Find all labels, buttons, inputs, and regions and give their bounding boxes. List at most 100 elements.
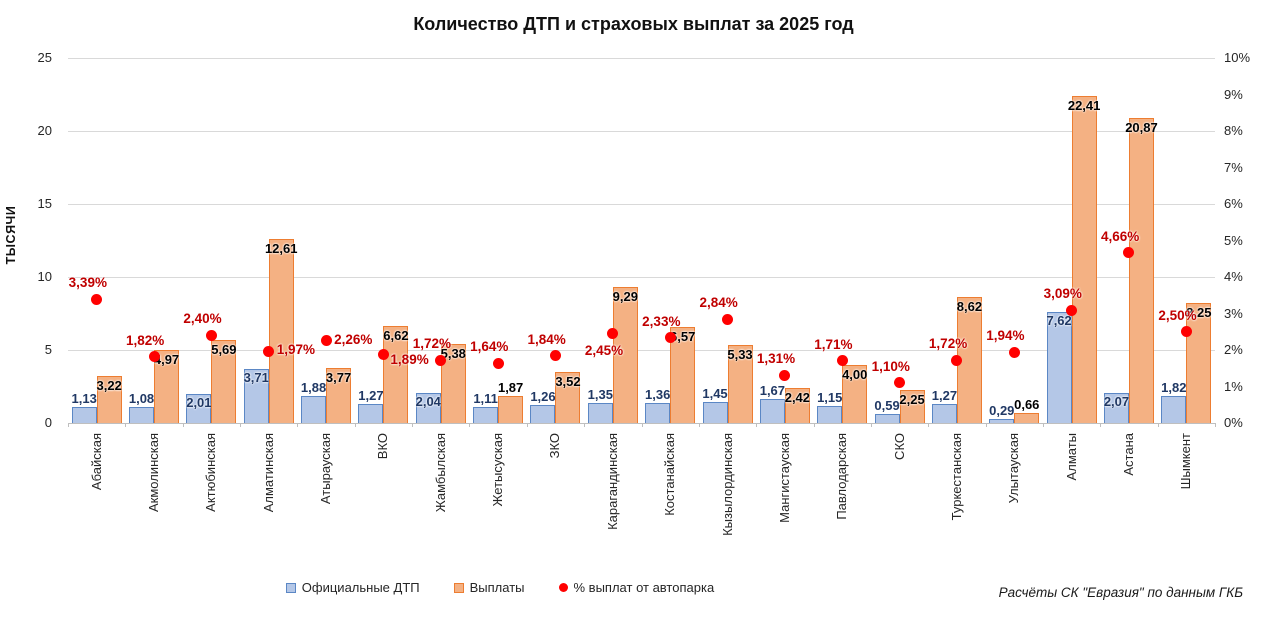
payout-value-label: 5,33 [727,347,753,363]
dtp-value-label: 1,26 [530,388,556,404]
x-axis-tick [928,423,930,427]
payout-value-label: 4,97 [153,352,180,368]
pct-dot [91,293,103,305]
pct-dot [492,357,504,369]
x-axis-tick [412,423,414,427]
bar-dtp [989,418,1015,423]
payout-value-label: 3,22 [96,377,122,393]
bar-payout [1071,95,1097,423]
bar-payout [268,238,294,423]
pct-dot [779,369,791,381]
x-axis-category-label: Жамбылская [432,433,448,513]
bar-payout [383,326,409,423]
x-axis-tick [354,423,356,427]
bar-payout [670,327,696,423]
bar-dtp [587,403,613,423]
bar-payout [326,367,352,423]
bar-dtp [243,368,269,423]
y-axis-tick-right: 9% [1224,86,1243,102]
pct-dot [205,329,217,341]
legend-item-pct: % выплат от автопарка [558,580,715,595]
dtp-value-label: 1,45 [702,385,728,401]
payout-value-label: 1,87 [497,379,524,395]
x-axis-category-label: Астана [1120,433,1136,476]
dtp-value-label: 2,01 [186,394,212,410]
x-axis-tick [698,423,700,427]
dtp-value-label: 0,29 [989,402,1015,418]
bar-dtp [931,404,957,423]
bar-dtp [186,393,212,423]
dtp-value-label: 1,08 [128,391,155,407]
bar-dtp [1103,392,1129,423]
y-axis-tick-left: 15 [37,196,52,211]
x-axis-category-label: Алматы [1063,433,1079,481]
payout-value-label: 6,62 [383,328,409,344]
x-axis-category-label: СКО [891,433,907,460]
payout-value-label: 3,52 [555,373,581,389]
payout-value-label: 9,29 [612,289,638,305]
x-axis-category-label: Абайская [88,433,104,491]
bar-payout [1014,413,1040,423]
y-axis-tick-left: 0 [44,415,52,430]
payout-value-label: 6,57 [670,329,696,345]
pct-value-label: 3,09% [1043,286,1082,302]
bar-dtp [358,404,384,423]
bar-payout [784,387,810,423]
dtp-value-label: 1,13 [71,390,97,406]
y-axis-tick-left: 10 [37,269,52,284]
x-axis-category-label: Шымкент [1178,433,1194,490]
payout-series-swatch-icon [453,582,464,593]
chart-title: Количество ДТП и страховых выплат за 202… [413,14,854,34]
pct-value-label: 2,84% [699,295,738,311]
bar-dtp [874,414,900,423]
gridline [68,349,1215,351]
x-axis-tick [985,423,987,427]
x-axis-tick [1215,423,1216,427]
pct-dot [148,351,160,363]
dtp-value-label: 7,62 [1046,312,1072,328]
x-axis-tick [526,423,528,427]
bar-payout [555,371,581,423]
pct-dot [722,313,734,325]
payout-value-label: 12,61 [264,240,298,256]
pct-dot [549,350,561,362]
payout-value-label: 4,00 [842,366,868,382]
pct-value-label: 1,31% [756,351,796,367]
pct-value-label: 2,26% [334,331,373,347]
payout-value-label: 0,66 [1014,397,1040,413]
pct-dot [1066,304,1078,316]
legend-item-payouts: Выплаты [453,580,525,595]
x-axis-category-label: Костанайская [662,433,678,516]
chart-legend: Официальные ДТП Выплаты % выплат от авто… [0,580,1000,595]
dtp-value-label: 1,36 [645,387,671,403]
pct-dot [836,355,848,367]
dtp-value-label: 2,07 [1103,393,1130,409]
x-axis-category-label: Павлодарская [834,433,850,520]
pct-dot [951,354,963,366]
pct-value-label: 1,82% [126,332,165,348]
y-axis-tick-right: 1% [1224,378,1243,394]
x-axis-tick [813,423,815,427]
dtp-value-label: 1,82 [1161,380,1187,396]
bar-payout [96,375,122,423]
y-axis-tick-right: 7% [1224,159,1243,175]
x-axis-tick [1042,423,1044,427]
legend-label-pct: % выплат от автопарка [573,580,715,595]
x-axis-category-label: Атырауская [318,433,334,505]
dtp-value-label: 1,35 [587,387,613,403]
x-axis-category-label: Кызылординская [719,433,735,536]
x-axis-tick [1157,423,1159,427]
pct-value-label: 2,33% [642,313,681,329]
pct-dot [263,345,275,357]
pct-dot [1008,346,1020,358]
y-axis-tick-left: 20 [37,123,52,138]
payout-value-label: 8,25 [1186,304,1212,320]
x-axis-tick [68,423,69,427]
pct-dot [664,332,676,344]
pct-value-label: 2,45% [584,342,624,358]
pct-value-label: 3,39% [68,275,107,291]
bar-dtp [71,406,97,423]
bar-dtp [817,406,843,423]
pct-dot [894,377,906,389]
